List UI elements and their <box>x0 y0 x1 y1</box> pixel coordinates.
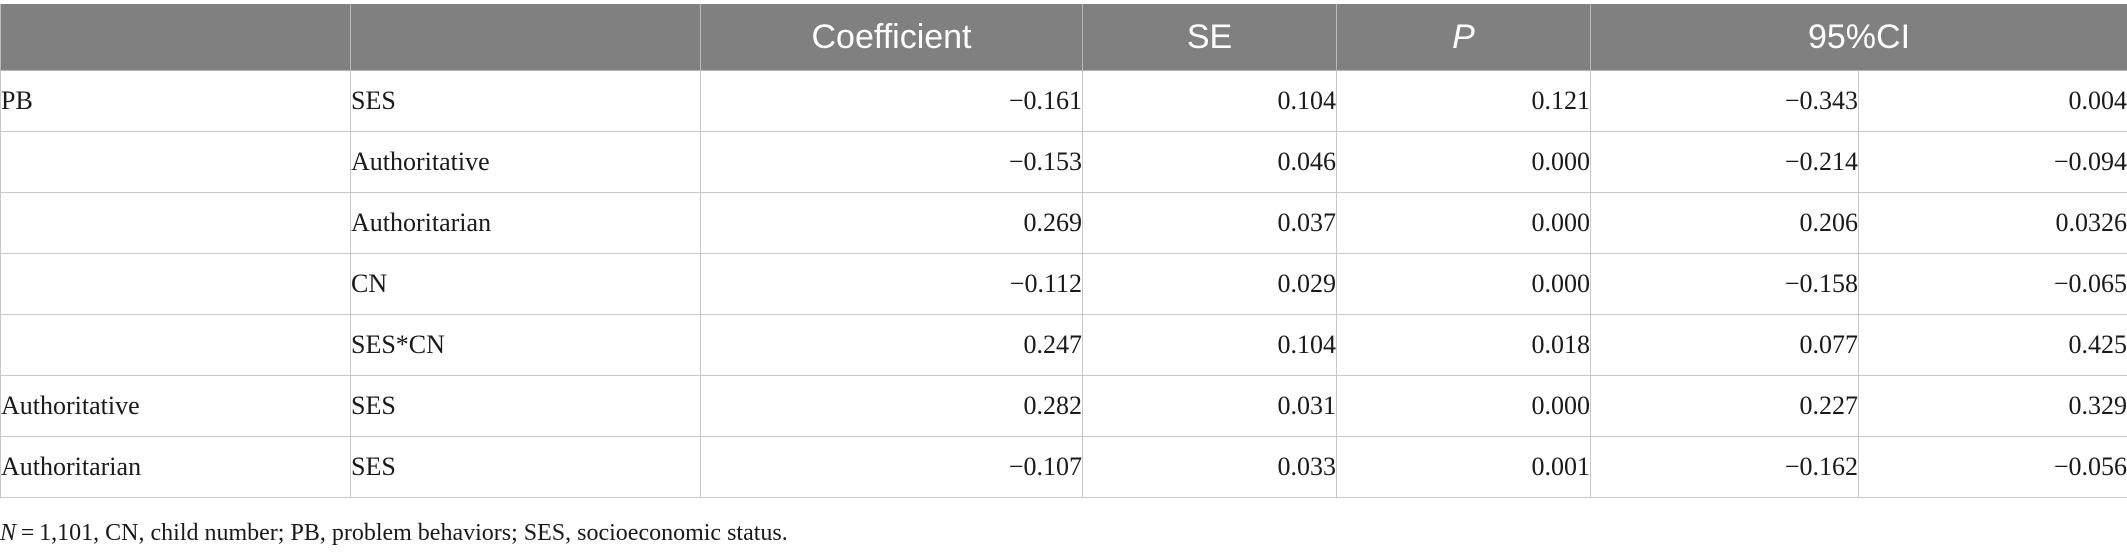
predictor-cell: SES <box>350 375 701 437</box>
header-predictor <box>350 4 701 71</box>
outcome-cell <box>0 314 351 376</box>
predictor-cell: SES <box>350 70 701 132</box>
predictor-cell: Authoritarian <box>350 192 701 254</box>
p-cell: 0.121 <box>1336 70 1591 132</box>
table-row: Authoritarian SES −0.107 0.033 0.001 −0.… <box>0 436 2127 498</box>
ci-low-cell: −0.158 <box>1590 253 1859 315</box>
coefficient-cell: −0.107 <box>700 436 1083 498</box>
outcome-cell <box>0 253 351 315</box>
se-cell: 0.029 <box>1082 253 1337 315</box>
header-coefficient: Coefficient <box>700 4 1083 71</box>
se-cell: 0.037 <box>1082 192 1337 254</box>
p-cell: 0.001 <box>1336 436 1591 498</box>
coefficient-cell: −0.153 <box>700 131 1083 193</box>
table-row: PB SES −0.161 0.104 0.121 −0.343 0.004 <box>0 70 2127 132</box>
predictor-cell: SES <box>350 436 701 498</box>
table-footnote: N = 1,101, CN, child number; PB, problem… <box>0 520 788 547</box>
predictor-cell: Authoritative <box>350 131 701 193</box>
outcome-cell: Authoritative <box>0 375 351 437</box>
table-row: CN −0.112 0.029 0.000 −0.158 −0.065 <box>0 253 2127 315</box>
table-row: SES*CN 0.247 0.104 0.018 0.077 0.425 <box>0 314 2127 376</box>
table-row: Authoritarian 0.269 0.037 0.000 0.206 0.… <box>0 192 2127 254</box>
ci-high-cell: 0.004 <box>1858 70 2127 132</box>
ci-low-cell: −0.214 <box>1590 131 1859 193</box>
ci-high-cell: −0.056 <box>1858 436 2127 498</box>
p-cell: 0.000 <box>1336 131 1591 193</box>
header-se: SE <box>1082 4 1337 71</box>
predictor-cell: SES*CN <box>350 314 701 376</box>
se-cell: 0.033 <box>1082 436 1337 498</box>
table-row: Authoritative SES 0.282 0.031 0.000 0.22… <box>0 375 2127 437</box>
header-p: P <box>1336 4 1591 71</box>
p-cell: 0.000 <box>1336 253 1591 315</box>
se-cell: 0.046 <box>1082 131 1337 193</box>
ci-high-cell: 0.329 <box>1858 375 2127 437</box>
footnote-n-label: N <box>0 520 17 546</box>
ci-low-cell: −0.343 <box>1590 70 1859 132</box>
regression-table: Coefficient SE P 95%CI PB SES −0.161 0.1… <box>0 4 2127 498</box>
se-cell: 0.104 <box>1082 70 1337 132</box>
ci-high-cell: 0.0326 <box>1858 192 2127 254</box>
table-row: Authoritative −0.153 0.046 0.000 −0.214 … <box>0 131 2127 193</box>
outcome-cell <box>0 192 351 254</box>
ci-low-cell: 0.077 <box>1590 314 1859 376</box>
ci-high-cell: −0.094 <box>1858 131 2127 193</box>
ci-low-cell: 0.227 <box>1590 375 1859 437</box>
se-cell: 0.031 <box>1082 375 1337 437</box>
ci-low-cell: −0.162 <box>1590 436 1859 498</box>
coefficient-cell: −0.161 <box>700 70 1083 132</box>
ci-high-cell: 0.425 <box>1858 314 2127 376</box>
se-cell: 0.104 <box>1082 314 1337 376</box>
outcome-cell <box>0 131 351 193</box>
coefficient-cell: 0.282 <box>700 375 1083 437</box>
footnote-text: = 1,101, CN, child number; PB, problem b… <box>16 520 788 546</box>
header-outcome <box>0 4 351 71</box>
p-cell: 0.000 <box>1336 375 1591 437</box>
coefficient-cell: 0.269 <box>700 192 1083 254</box>
header-95ci: 95%CI <box>1590 4 2127 71</box>
predictor-cell: CN <box>350 253 701 315</box>
outcome-cell: PB <box>0 70 351 132</box>
coefficient-cell: −0.112 <box>700 253 1083 315</box>
p-cell: 0.018 <box>1336 314 1591 376</box>
coefficient-cell: 0.247 <box>700 314 1083 376</box>
p-cell: 0.000 <box>1336 192 1591 254</box>
ci-high-cell: −0.065 <box>1858 253 2127 315</box>
header-row: Coefficient SE P 95%CI <box>0 4 2127 71</box>
ci-low-cell: 0.206 <box>1590 192 1859 254</box>
outcome-cell: Authoritarian <box>0 436 351 498</box>
